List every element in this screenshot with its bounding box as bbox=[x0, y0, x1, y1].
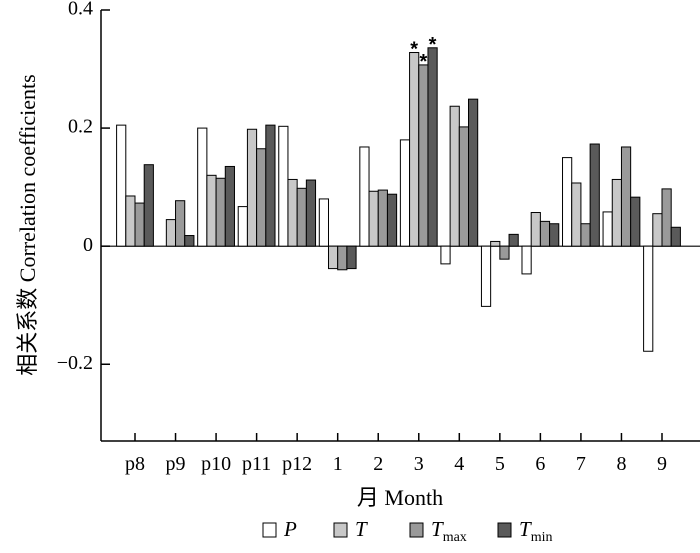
x-tick-label: 7 bbox=[576, 453, 586, 475]
bar-t-6 bbox=[530, 212, 541, 247]
bar-t-2 bbox=[368, 190, 379, 247]
bar-t-p10 bbox=[206, 174, 217, 247]
x-tick-label: p12 bbox=[282, 453, 312, 475]
bar-tmax-p11 bbox=[256, 148, 267, 247]
bar-p-9 bbox=[643, 245, 654, 352]
bar-p-8 bbox=[602, 211, 613, 247]
x-tick-label: p9 bbox=[166, 453, 186, 475]
bar-tmin-3 bbox=[427, 47, 438, 247]
legend-item-tmax: Tmax bbox=[409, 517, 467, 545]
bar-tmax-p8 bbox=[134, 202, 145, 247]
legend-swatch bbox=[497, 522, 512, 538]
legend-swatch bbox=[262, 522, 277, 538]
x-tick-label: 8 bbox=[616, 453, 626, 475]
x-tick-label: 2 bbox=[373, 453, 383, 475]
legend-item-p: P bbox=[262, 517, 297, 541]
bar-tmax-4 bbox=[458, 126, 470, 247]
bar-t-1 bbox=[327, 245, 339, 270]
bar-t-p11 bbox=[246, 128, 258, 247]
bar-tmin-2 bbox=[386, 193, 398, 247]
bar-tmax-p12 bbox=[296, 187, 307, 247]
legend-swatch bbox=[409, 522, 424, 538]
x-tick-label: p8 bbox=[125, 453, 145, 475]
legend-label: Tmax bbox=[431, 517, 467, 545]
bar-tmax-7 bbox=[580, 223, 591, 247]
bar-p-1 bbox=[318, 198, 329, 247]
bar-t-9 bbox=[652, 213, 663, 247]
x-axis-title: 月 Month bbox=[357, 485, 443, 510]
bar-tmin-4 bbox=[468, 98, 479, 247]
y-tick-label: −0.2 bbox=[57, 352, 93, 374]
x-tick-label: 9 bbox=[657, 453, 667, 475]
bar-p-p8 bbox=[116, 124, 127, 247]
bar-tmin-8 bbox=[630, 196, 641, 247]
bar-p-3 bbox=[399, 139, 411, 247]
bar-tmin-p9 bbox=[184, 235, 195, 247]
legend-item-tmin: Tmin bbox=[497, 517, 552, 545]
x-tick-label: p10 bbox=[201, 453, 231, 475]
bar-p-6 bbox=[521, 245, 532, 275]
y-tick-label: 0.2 bbox=[68, 116, 93, 138]
legend-item-t: T bbox=[333, 517, 368, 541]
bar-tmax-8 bbox=[620, 146, 632, 247]
bar-tmax-1 bbox=[337, 245, 348, 271]
bar-p-5 bbox=[480, 245, 492, 307]
bar-t-3 bbox=[409, 52, 420, 247]
bar-tmin-p11 bbox=[265, 124, 276, 247]
x-tick-label: 6 bbox=[535, 453, 545, 475]
bar-tmin-7 bbox=[589, 143, 600, 247]
bar-p-4 bbox=[440, 245, 451, 265]
bar-t-p8 bbox=[125, 195, 136, 247]
bar-tmax-5 bbox=[499, 245, 510, 260]
bar-tmin-p8 bbox=[143, 164, 154, 247]
legend-swatch bbox=[333, 522, 348, 538]
y-tick-label: 0.4 bbox=[68, 0, 93, 20]
x-tick-label: 3 bbox=[414, 453, 424, 475]
legend-label: P bbox=[283, 517, 297, 541]
bar-p-p12 bbox=[278, 125, 289, 247]
bar-tmax-2 bbox=[377, 189, 388, 247]
bar-tmin-1 bbox=[346, 245, 357, 270]
x-tick-label: p11 bbox=[242, 453, 271, 475]
y-tick-label: 0 bbox=[83, 234, 93, 256]
bar-p-7 bbox=[562, 157, 573, 247]
x-tick-label: 5 bbox=[495, 453, 505, 475]
y-axis-title: 相关系数 Correlation coefficients bbox=[15, 74, 40, 375]
significance-star: * bbox=[410, 39, 418, 61]
bar-p-p11 bbox=[237, 206, 248, 247]
legend-label: T bbox=[355, 517, 368, 541]
bar-tmin-p12 bbox=[305, 179, 317, 247]
bar-t-7 bbox=[571, 182, 582, 247]
bar-t-p12 bbox=[287, 178, 298, 247]
bar-tmax-p9 bbox=[175, 200, 186, 247]
bar-tmax-9 bbox=[661, 188, 672, 247]
bar-p-2 bbox=[359, 146, 370, 247]
bar-p-p10 bbox=[197, 127, 208, 247]
bar-t-4 bbox=[449, 105, 460, 247]
significance-star: * bbox=[429, 34, 437, 56]
bar-tmin-9 bbox=[670, 226, 681, 247]
bar-tmax-6 bbox=[539, 220, 551, 247]
bar-tmin-p10 bbox=[224, 165, 235, 247]
bar-t-5 bbox=[490, 240, 501, 247]
bar-tmax-3 bbox=[418, 64, 429, 247]
bar-tmin-6 bbox=[549, 223, 560, 247]
bar-t-p9 bbox=[165, 219, 177, 247]
x-tick-label: 1 bbox=[333, 453, 343, 475]
bar-tmin-5 bbox=[508, 233, 519, 247]
legend-label: Tmin bbox=[519, 517, 552, 545]
y-axis-title-group: 相关系数 Correlation coefficients bbox=[15, 74, 40, 375]
bar-tmax-p10 bbox=[215, 177, 226, 247]
significance-star: * bbox=[419, 51, 427, 73]
x-tick-label: 4 bbox=[454, 453, 464, 475]
bar-t-8 bbox=[611, 178, 622, 247]
